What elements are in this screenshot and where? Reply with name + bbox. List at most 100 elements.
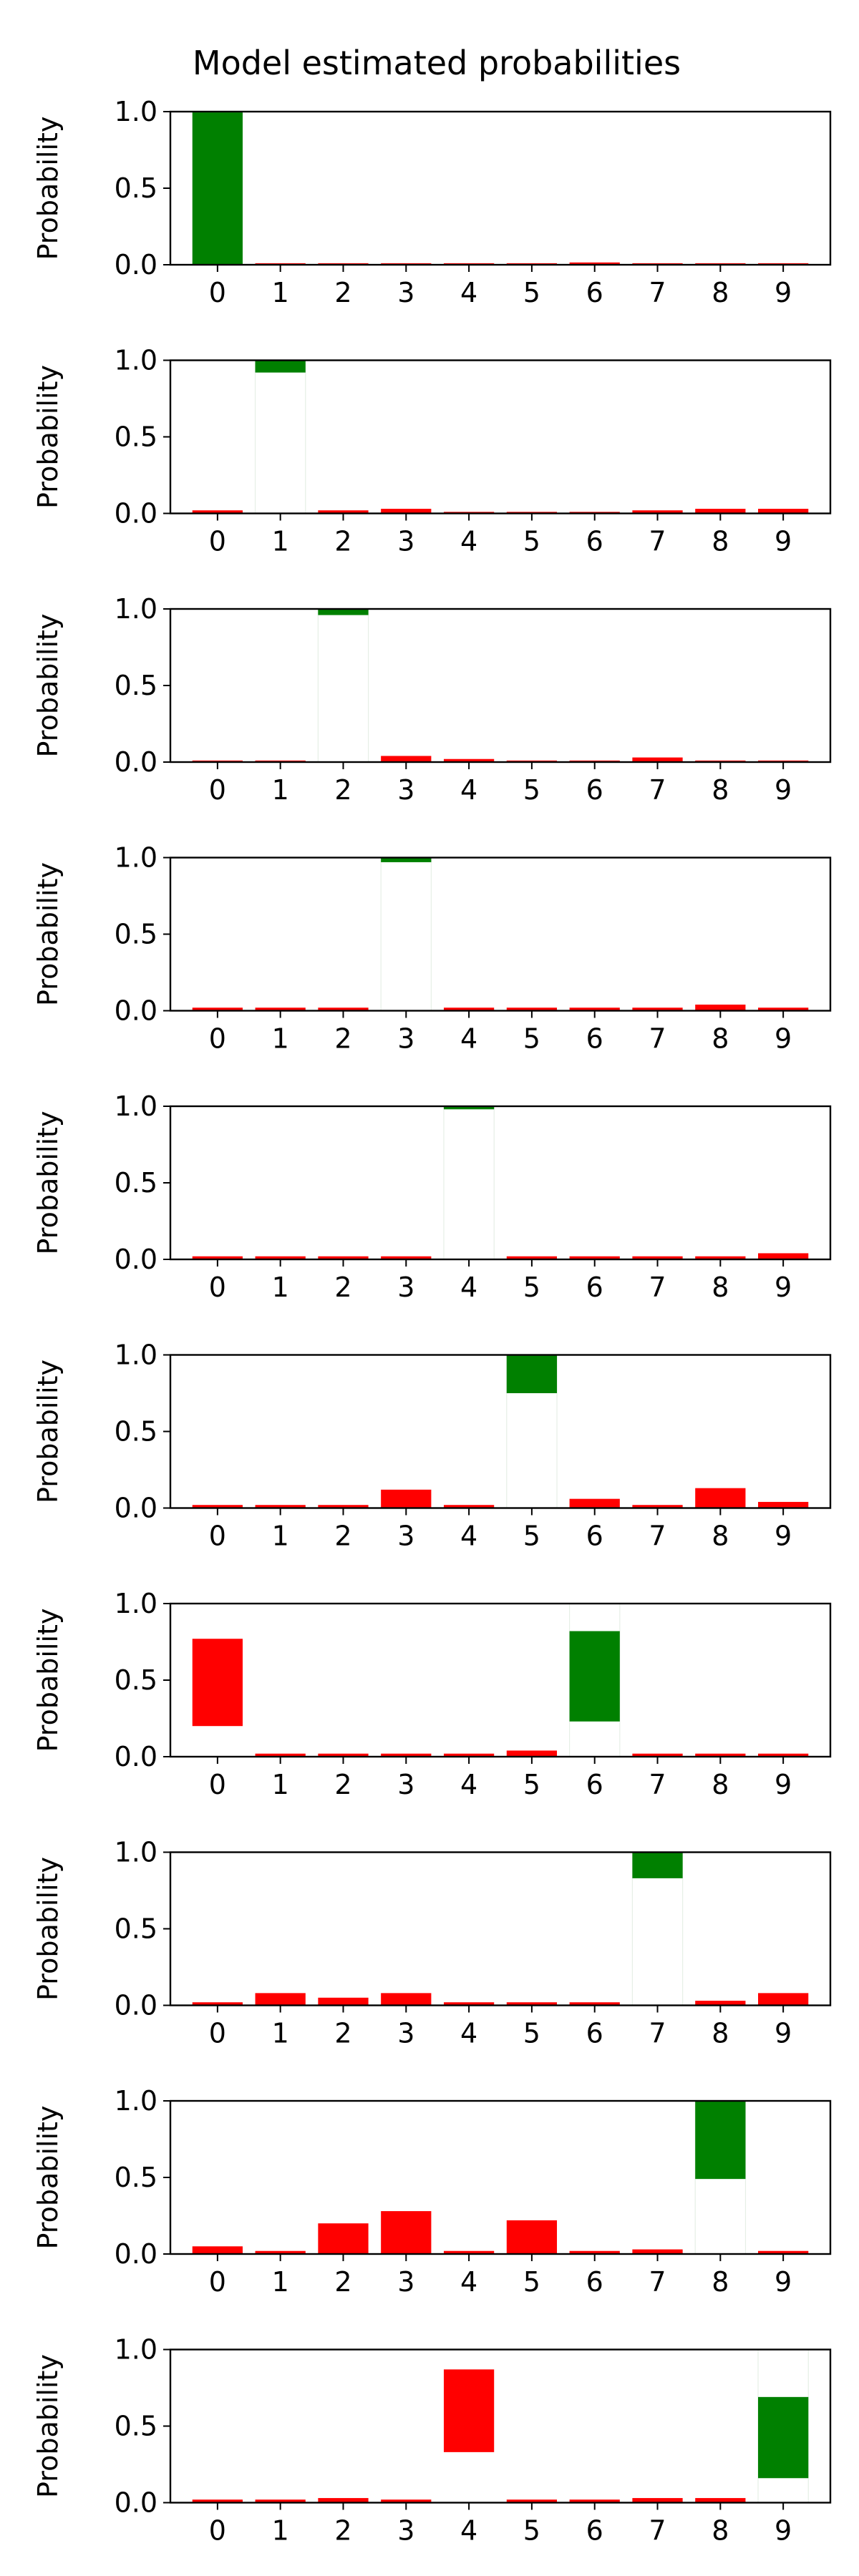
subplot-1: 0.0 0.5 1.0 0 1 2 3 4 5 6 7 8 9 Probability bbox=[32, 345, 832, 557]
x-tick-label: 5 bbox=[523, 1521, 540, 1552]
figure-title: Model estimated probabilities bbox=[193, 44, 681, 82]
x-tick-label: 2 bbox=[334, 526, 351, 557]
bar-highlighted bbox=[758, 2396, 809, 2479]
x-tick-label: 8 bbox=[712, 1769, 729, 1800]
x-tick-label: 6 bbox=[586, 2266, 603, 2298]
bar bbox=[255, 2250, 306, 2254]
y-tick-label: 0.0 bbox=[115, 1990, 157, 2021]
bar bbox=[318, 1008, 369, 1011]
x-tick-label: 5 bbox=[523, 2018, 540, 2049]
bar bbox=[506, 1008, 558, 1011]
x-tick-label: 7 bbox=[649, 1272, 666, 1303]
y-axis-label: Probability bbox=[32, 614, 64, 758]
x-tick-label: 8 bbox=[712, 2018, 729, 2049]
x-tick-label: 1 bbox=[272, 2018, 289, 2049]
bar bbox=[443, 2250, 495, 2254]
y-axis-label: Probability bbox=[32, 862, 64, 1006]
bar bbox=[318, 1505, 369, 1508]
bar bbox=[569, 2002, 620, 2006]
y-tick-label: 0.5 bbox=[115, 670, 157, 701]
x-tick-label: 9 bbox=[775, 2515, 792, 2547]
x-tick-label: 7 bbox=[649, 2266, 666, 2298]
bar bbox=[569, 262, 620, 265]
bar bbox=[192, 510, 243, 514]
x-tick-label: 5 bbox=[523, 277, 540, 308]
bar bbox=[318, 1256, 369, 1259]
x-tick-label: 8 bbox=[712, 2266, 729, 2298]
y-axis-label: Probability bbox=[32, 2106, 64, 2250]
x-tick-label: 0 bbox=[209, 1023, 226, 1055]
y-tick-label: 0.0 bbox=[115, 1493, 157, 1524]
x-tick-label: 1 bbox=[272, 2515, 289, 2547]
bar bbox=[506, 2499, 558, 2503]
y-axis-label: Probability bbox=[32, 1111, 64, 1255]
subplot-5: 0.0 0.5 1.0 0 1 2 3 4 5 6 7 8 9 Probability bbox=[32, 1340, 832, 1552]
x-tick-label: 2 bbox=[334, 2266, 351, 2298]
y-axis-label: Probability bbox=[32, 2354, 64, 2498]
bar-highlighted bbox=[506, 1355, 558, 1393]
bar bbox=[632, 757, 683, 762]
bar bbox=[758, 1501, 809, 1508]
y-axis-label: Probability bbox=[32, 1609, 64, 1752]
y-tick-label: 0.5 bbox=[115, 919, 157, 950]
bar-highlighted bbox=[318, 609, 369, 615]
bar bbox=[255, 1505, 306, 1508]
y-tick-label: 1.0 bbox=[115, 1091, 157, 1122]
bar bbox=[569, 1498, 620, 1508]
x-tick-label: 9 bbox=[775, 774, 792, 806]
x-tick-label: 7 bbox=[649, 774, 666, 806]
bar bbox=[695, 2498, 746, 2503]
x-tick-label: 0 bbox=[209, 774, 226, 806]
subplot-9: 0.0 0.5 1.0 0 1 2 3 4 5 6 7 8 9 Probability bbox=[32, 2334, 832, 2547]
bar bbox=[318, 1753, 369, 1757]
y-tick-label: 1.0 bbox=[115, 1340, 157, 1371]
x-tick-label: 4 bbox=[460, 1272, 477, 1303]
bar bbox=[318, 2498, 369, 2503]
x-tick-label: 4 bbox=[460, 774, 477, 806]
x-tick-label: 2 bbox=[334, 1521, 351, 1552]
bar-highlighted bbox=[192, 112, 243, 265]
x-tick-label: 3 bbox=[397, 2515, 414, 2547]
x-tick-label: 2 bbox=[334, 277, 351, 308]
bar bbox=[381, 1753, 432, 1757]
x-tick-label: 4 bbox=[460, 1769, 477, 1800]
x-tick-label: 0 bbox=[209, 1521, 226, 1552]
x-tick-label: 6 bbox=[586, 1521, 603, 1552]
x-tick-label: 3 bbox=[397, 2266, 414, 2298]
bar bbox=[255, 1993, 306, 2006]
bar bbox=[318, 510, 369, 514]
x-tick-label: 1 bbox=[272, 1023, 289, 1055]
y-tick-label: 0.5 bbox=[115, 2411, 157, 2442]
subplot-3: 0.0 0.5 1.0 0 1 2 3 4 5 6 7 8 9 Probability bbox=[32, 842, 832, 1055]
bar-highlighted bbox=[569, 1631, 620, 1722]
subplot-4: 0.0 0.5 1.0 0 1 2 3 4 5 6 7 8 9 Probability bbox=[32, 1091, 832, 1303]
x-tick-label: 8 bbox=[712, 2515, 729, 2547]
bar bbox=[255, 1008, 306, 1011]
x-tick-label: 9 bbox=[775, 1521, 792, 1552]
y-tick-label: 1.0 bbox=[115, 1837, 157, 1868]
x-tick-label: 1 bbox=[272, 774, 289, 806]
bar bbox=[695, 509, 746, 514]
subplots-container: 0.00.51.00 1 2 3 4 5 6 7 8 9Probability0.00.51.00… bbox=[32, 96, 832, 2547]
bar bbox=[695, 1004, 746, 1011]
x-tick-label: 8 bbox=[712, 1272, 729, 1303]
y-tick-label: 0.5 bbox=[115, 421, 157, 453]
bar bbox=[192, 1256, 243, 1259]
x-tick-label: 6 bbox=[586, 1272, 603, 1303]
bar bbox=[192, 2499, 243, 2503]
subplot-6: 0.0 0.5 1.0 0 1 2 3 4 5 6 7 8 9 Probability bbox=[32, 1588, 832, 1800]
x-tick-label: 1 bbox=[272, 277, 289, 308]
x-tick-label: 7 bbox=[649, 526, 666, 557]
y-tick-label: 0.5 bbox=[115, 172, 157, 204]
x-tick-label: 0 bbox=[209, 2018, 226, 2049]
bar bbox=[192, 1008, 243, 1011]
bar bbox=[255, 2499, 306, 2503]
y-tick-label: 0.0 bbox=[115, 2238, 157, 2270]
bar bbox=[381, 1489, 432, 1508]
bar bbox=[381, 1993, 432, 2006]
y-axis-label: Probability bbox=[32, 1360, 64, 1503]
y-tick-label: 1.0 bbox=[115, 96, 157, 127]
subplot-8: 0.0 0.5 1.0 0 1 2 3 4 5 6 7 8 9 Probability bbox=[32, 2085, 832, 2298]
x-tick-label: 0 bbox=[209, 1272, 226, 1303]
